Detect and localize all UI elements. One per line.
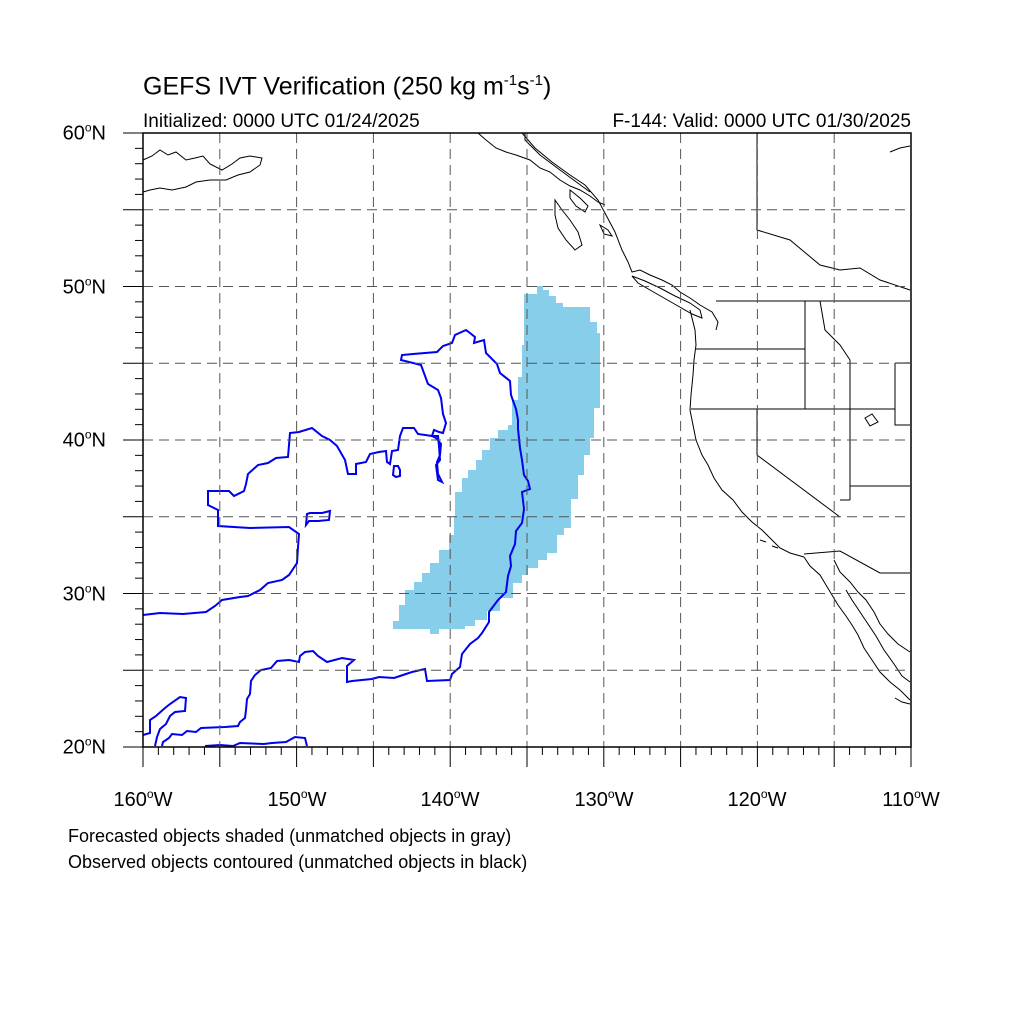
hudson-coast [889, 145, 911, 153]
se-alaska-islands-2 [569, 188, 589, 213]
alaska-canada-border [524, 133, 591, 193]
mexico-coast-south [894, 697, 911, 705]
lat-label-50n: 50oN [62, 274, 106, 299]
bc-coast [521, 132, 719, 331]
lat-label-30n: 30oN [62, 581, 106, 606]
lat-lon-grid [143, 133, 911, 747]
wy-co-border [894, 362, 910, 426]
az-border [840, 485, 910, 501]
lat-label-40n: 40oN [62, 427, 106, 452]
great-salt-lake [864, 413, 879, 427]
baja-east-coast [833, 559, 911, 653]
se-alaska-islands-1 [554, 198, 583, 251]
vancouver-island [631, 275, 703, 319]
alaska-coast [142, 149, 263, 193]
ca-nv-border [756, 409, 841, 518]
observed-object-small-2 [391, 465, 401, 479]
valid-time: F-144: Valid: 0000 UTC 01/30/2025 [612, 111, 911, 132]
lon-label-150w: 150oW [267, 787, 327, 811]
lon-label-140w: 140oW [420, 787, 480, 811]
observed-note: Observed objects contoured (unmatched ob… [68, 852, 528, 872]
map-frame [142, 132, 912, 748]
observed-object-small-3 [431, 435, 445, 485]
observed-object-sw-2 [204, 735, 308, 748]
axis-ticks [123, 132, 912, 767]
forecast-object [393, 286, 600, 634]
coastlines [142, 132, 911, 705]
lon-label-130w: 130oW [574, 787, 634, 811]
channel-islands [759, 539, 779, 549]
initialized-time: Initialized: 0000 UTC 01/24/2025 [143, 111, 420, 132]
lon-label-110w: 110oW [882, 787, 940, 811]
observed-object-main [142, 328, 532, 747]
se-alaska-islands-3 [598, 223, 614, 237]
idaho-border [804, 300, 851, 409]
lat-label-20n: 20oN [62, 734, 106, 759]
figure-title: GEFS IVT Verification (250 kg m-1s-1) [143, 72, 552, 101]
political-borders [524, 133, 911, 574]
canada-interior [756, 133, 911, 291]
observed-object-small-1 [304, 509, 332, 529]
us-west-coast [689, 309, 805, 558]
lon-label-160w: 160oW [113, 787, 173, 811]
alaska-gulf-coast [477, 132, 606, 206]
us-mexico-border [803, 550, 910, 574]
mexico-mainland-coast [845, 589, 911, 683]
forecast-note: Forecasted objects shaded (unmatched obj… [68, 826, 512, 846]
observed-objects [142, 328, 532, 748]
observed-object-sw-1 [142, 695, 188, 747]
lon-label-120w: 120oW [727, 787, 787, 811]
baja-west-coast [803, 556, 911, 701]
lat-label-60n: 60oN [62, 120, 106, 145]
